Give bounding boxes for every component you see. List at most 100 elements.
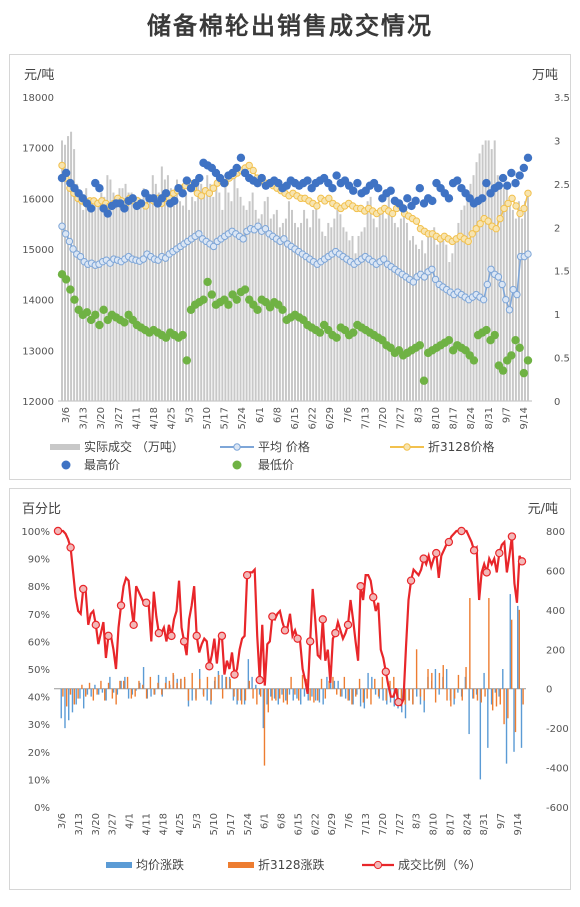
bar-actual-volume bbox=[484, 140, 487, 401]
bar-actual-volume bbox=[290, 209, 293, 401]
bar-avg-change bbox=[359, 688, 362, 707]
series-3128-price-point bbox=[313, 202, 321, 210]
bar-actual-volume bbox=[112, 192, 115, 401]
bar-3128-change bbox=[484, 688, 486, 697]
bar-3128-change bbox=[317, 688, 319, 701]
bar-3128-change bbox=[278, 688, 281, 699]
y2-tick-label: 600 bbox=[546, 566, 565, 577]
deal-ratio-point bbox=[53, 526, 63, 536]
x-tick-label: 3/6 bbox=[57, 813, 68, 829]
bar-3128-change bbox=[92, 688, 95, 701]
x-tick-label: 4/18 bbox=[158, 813, 169, 835]
bar-actual-volume bbox=[478, 153, 481, 401]
bar-actual-volume bbox=[378, 209, 381, 401]
series-avg-price-point bbox=[380, 255, 388, 263]
bar-avg-change bbox=[337, 680, 339, 689]
bar-actual-volume bbox=[342, 227, 345, 401]
bar-actual-volume bbox=[236, 188, 239, 401]
bar-avg-change bbox=[105, 688, 107, 701]
bar-3128-change bbox=[343, 676, 346, 689]
y1-tick-label: 70% bbox=[28, 610, 50, 621]
bar-3128-change bbox=[271, 688, 273, 701]
bar-3128-change bbox=[195, 688, 197, 701]
bar-actual-volume bbox=[130, 192, 133, 401]
bar-3128-change bbox=[123, 680, 125, 689]
bar-actual-volume bbox=[496, 175, 499, 401]
bar-avg-change bbox=[94, 684, 96, 689]
bar-avg-change bbox=[487, 688, 489, 748]
y2-tick-label: 2 bbox=[554, 223, 560, 234]
bar-actual-volume bbox=[433, 227, 436, 401]
bar-actual-volume bbox=[396, 227, 399, 401]
series-min-price-point bbox=[178, 330, 187, 340]
bar-avg-change bbox=[262, 688, 265, 729]
bar-actual-volume bbox=[91, 205, 94, 401]
bar-3128-change bbox=[488, 598, 490, 689]
bar-avg-change bbox=[490, 688, 493, 705]
bar-3128-change bbox=[404, 688, 406, 705]
legend-swatch-volume bbox=[50, 444, 80, 450]
x-tick-label: 3/13 bbox=[79, 407, 90, 429]
series-max-price bbox=[57, 153, 533, 218]
y1-tick-label: 20% bbox=[28, 748, 50, 759]
bar-actual-volume bbox=[151, 175, 154, 401]
deal-ratio-point bbox=[331, 628, 340, 638]
bar-actual-volume bbox=[451, 253, 454, 401]
bar-avg-change bbox=[277, 688, 279, 705]
bar-3128-change bbox=[252, 688, 254, 699]
bar-avg-change bbox=[270, 688, 272, 697]
bar-actual-volume bbox=[439, 235, 442, 401]
bar-3128-change bbox=[419, 688, 422, 697]
deal-ratio-point bbox=[79, 584, 88, 594]
x-tick-label: 8/10 bbox=[431, 407, 442, 429]
bar-avg-change bbox=[371, 676, 373, 689]
x-tick-label: 3/20 bbox=[91, 813, 102, 835]
bar-3128-change bbox=[77, 688, 79, 699]
bar-avg-change bbox=[314, 688, 317, 701]
bar-actual-volume bbox=[463, 205, 466, 401]
series-min-price-point bbox=[419, 376, 429, 385]
bar-actual-volume bbox=[366, 201, 369, 401]
series-3128-price-point bbox=[472, 225, 480, 233]
x-tick-label: 6/22 bbox=[308, 407, 319, 429]
bar-actual-volume bbox=[324, 235, 327, 401]
bar-avg-change bbox=[120, 680, 122, 689]
bar-3128-change bbox=[164, 682, 167, 689]
bar-3128-change bbox=[206, 676, 209, 689]
bar-avg-change bbox=[423, 688, 425, 713]
series-min-price-point bbox=[498, 366, 508, 375]
y1-tick-label: 13000 bbox=[22, 346, 54, 357]
deal-ratio-point bbox=[419, 554, 428, 563]
bar-3128-change bbox=[336, 688, 338, 695]
x-tick-label: 4/25 bbox=[175, 813, 186, 835]
bar-actual-volume bbox=[375, 227, 378, 401]
bar-3128-change bbox=[176, 682, 178, 689]
bar-3128-change bbox=[66, 688, 68, 707]
series-min-price-point bbox=[490, 330, 499, 340]
series-avg-price-point bbox=[58, 222, 66, 230]
deal-ratio-point bbox=[517, 557, 527, 566]
series-max-price-point bbox=[332, 171, 341, 180]
bar-avg-change bbox=[82, 688, 85, 709]
bar-3128-change bbox=[183, 676, 186, 689]
bar-actual-volume bbox=[472, 175, 475, 401]
bar-avg-change bbox=[483, 672, 485, 689]
bar-3128-change bbox=[465, 667, 467, 689]
bar-3128-change bbox=[225, 676, 228, 689]
bar-avg-change bbox=[513, 688, 515, 752]
bar-3128-change bbox=[199, 678, 201, 689]
x-tick-label: 8/17 bbox=[449, 407, 460, 429]
x-tick-label: 5/3 bbox=[184, 407, 195, 423]
bar-avg-change bbox=[382, 688, 384, 701]
series-max-price-point bbox=[236, 153, 246, 162]
bar-actual-volume bbox=[415, 244, 418, 401]
series-max-price-point bbox=[178, 189, 187, 198]
bar-actual-volume bbox=[318, 218, 321, 401]
bar-avg-change bbox=[502, 669, 504, 689]
legend-label-volume: 实际成交 （万吨） bbox=[84, 439, 184, 454]
series-avg-price-point bbox=[239, 235, 247, 243]
y1-tick-label: 15000 bbox=[22, 245, 54, 256]
series-max-price-point bbox=[478, 194, 487, 203]
bar-3128-change bbox=[377, 688, 380, 697]
